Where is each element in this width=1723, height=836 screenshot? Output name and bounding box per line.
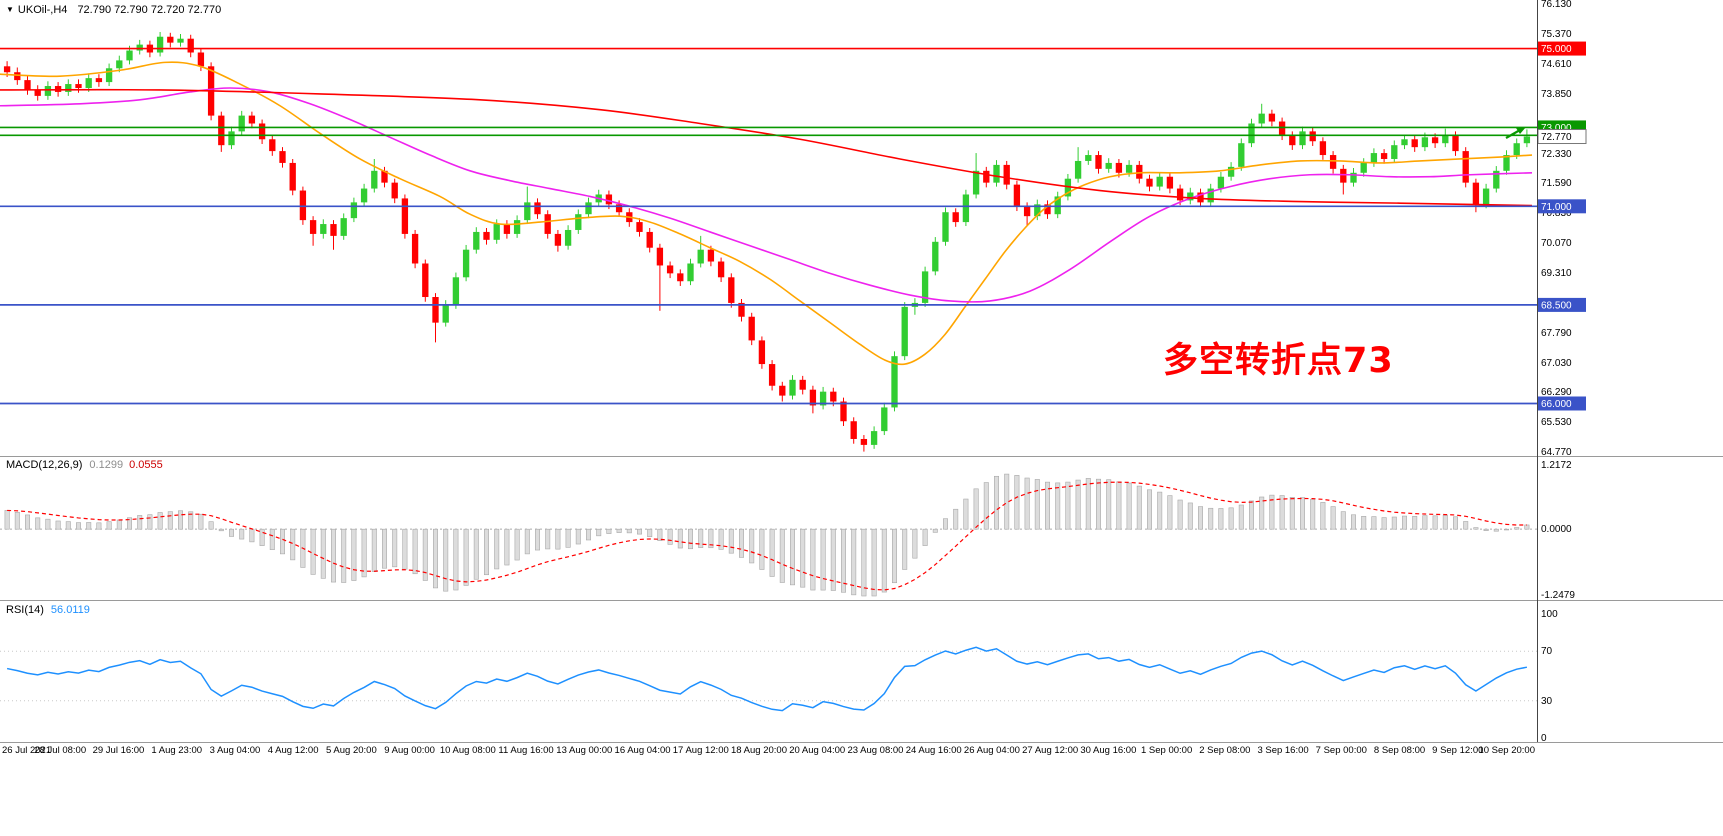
macd-signal-line (7, 481, 1527, 591)
svg-text:70.070: 70.070 (1541, 238, 1572, 249)
svg-text:73.000: 73.000 (1541, 123, 1572, 134)
svg-text:18 Aug 20:00: 18 Aug 20:00 (731, 745, 787, 756)
svg-text:100: 100 (1541, 609, 1558, 620)
macd-label: MACD(12,26,9) (6, 459, 83, 471)
svg-text:13 Aug 00:00: 13 Aug 00:00 (556, 745, 612, 756)
svg-text:72.770: 72.770 (1541, 132, 1572, 143)
svg-text:74.610: 74.610 (1541, 59, 1572, 70)
ma-mid-magenta (0, 87, 1533, 303)
svg-text:1.2172: 1.2172 (1541, 460, 1572, 471)
svg-text:64.770: 64.770 (1541, 447, 1572, 458)
svg-text:29 Jul 16:00: 29 Jul 16:00 (93, 745, 145, 756)
svg-text:1 Aug 23:00: 1 Aug 23:00 (151, 745, 202, 756)
panel-separators (0, 0, 1723, 743)
svg-text:68.500: 68.500 (1541, 300, 1572, 311)
macd-panel[interactable]: 1.2172 0.0000 -1.2479 (0, 460, 1575, 601)
svg-text:28 Jul 08:00: 28 Jul 08:00 (34, 745, 86, 756)
svg-text:7 Sep 00:00: 7 Sep 00:00 (1316, 745, 1367, 756)
symbol-timeframe-label: UKOil-,H4 (17, 4, 68, 16)
rsi-line (6, 646, 1528, 712)
svg-text:9 Aug 00:00: 9 Aug 00:00 (384, 745, 435, 756)
annotation-text: 多空转折点73 (1163, 341, 1394, 381)
svg-text:17 Aug 12:00: 17 Aug 12:00 (673, 745, 729, 756)
macd-indicator-label-row: MACD(12,26,9) 0.1299 0.0555 (6, 459, 163, 471)
svg-text:30 Aug 16:00: 30 Aug 16:00 (1080, 745, 1136, 756)
svg-text:75.000: 75.000 (1541, 44, 1572, 55)
svg-text:23 Aug 08:00: 23 Aug 08:00 (847, 745, 903, 756)
svg-text:66.000: 66.000 (1541, 399, 1572, 410)
svg-text:0.0000: 0.0000 (1541, 524, 1572, 535)
symbol-info-row: ▼ UKOil-,H4 72.790 72.790 72.720 72.770 (6, 4, 221, 16)
svg-text:70.830: 70.830 (1541, 208, 1572, 219)
candlestick-series (3, 32, 1531, 452)
svg-text:24 Aug 16:00: 24 Aug 16:00 (906, 745, 962, 756)
svg-text:70: 70 (1541, 646, 1553, 657)
buy-arrow-marker (1505, 127, 1526, 139)
svg-text:26 Aug 04:00: 26 Aug 04:00 (964, 745, 1020, 756)
svg-text:4 Aug 12:00: 4 Aug 12:00 (268, 745, 319, 756)
svg-text:65.530: 65.530 (1541, 417, 1572, 428)
svg-text:26 Jul 2021: 26 Jul 2021 (2, 745, 51, 756)
rsi-label: RSI(14) (6, 604, 44, 616)
svg-text:-1.2479: -1.2479 (1541, 590, 1575, 601)
svg-text:10 Aug 08:00: 10 Aug 08:00 (440, 745, 496, 756)
rsi-panel[interactable]: 100 70 30 0 (0, 609, 1558, 744)
price-level-badge (1538, 396, 1586, 411)
svg-text:67.790: 67.790 (1541, 328, 1572, 339)
horizontal-level-lines[interactable]: 75.000 73.000 71.000 68.500 66.000 (0, 41, 1586, 411)
svg-text:20 Aug 04:00: 20 Aug 04:00 (789, 745, 845, 756)
svg-text:72.330: 72.330 (1541, 149, 1572, 160)
svg-text:73.850: 73.850 (1541, 89, 1572, 100)
svg-text:67.030: 67.030 (1541, 358, 1572, 369)
price-level-badge (1538, 41, 1586, 56)
svg-text:66.290: 66.290 (1541, 387, 1572, 398)
ma-slow-red (0, 88, 1533, 207)
svg-text:71.590: 71.590 (1541, 178, 1572, 189)
svg-text:30: 30 (1541, 696, 1553, 707)
rsi-value: 56.0119 (50, 604, 90, 616)
svg-text:11 Aug 16:00: 11 Aug 16:00 (498, 745, 553, 756)
macd-main-value: 0.1299 (89, 459, 124, 471)
svg-text:3 Sep 16:00: 3 Sep 16:00 (1257, 745, 1308, 756)
svg-text:3 Aug 04:00: 3 Aug 04:00 (210, 745, 261, 756)
price-level-badge (1538, 297, 1586, 312)
svg-text:5 Aug 20:00: 5 Aug 20:00 (326, 745, 377, 756)
svg-text:8 Sep 08:00: 8 Sep 08:00 (1374, 745, 1425, 756)
rsi-indicator-label-row: RSI(14) 56.0119 (6, 604, 90, 616)
svg-text:1 Sep 00:00: 1 Sep 00:00 (1141, 745, 1192, 756)
svg-text:10 Sep 20:00: 10 Sep 20:00 (1478, 745, 1535, 756)
svg-text:2 Sep 08:00: 2 Sep 08:00 (1199, 745, 1250, 756)
macd-signal-value: 0.0555 (129, 459, 163, 471)
price-level-badge (1538, 199, 1586, 214)
svg-text:76.130: 76.130 (1541, 0, 1572, 10)
svg-text:69.310: 69.310 (1541, 268, 1572, 279)
ohlc-values: 72.790 72.790 72.720 72.770 (77, 4, 222, 16)
current-price-badge: 72.770 (1537, 129, 1587, 145)
ma-fast-orange (0, 61, 1533, 366)
price-axis[interactable]: 76.130 75.370 74.610 73.850 72.330 71.590 70.8… (1541, 0, 1572, 458)
symbol-dropdown-icon[interactable]: ▼ (6, 5, 14, 14)
svg-text:27 Aug 12:00: 27 Aug 12:00 (1022, 745, 1078, 756)
svg-text:9 Sep 12:00: 9 Sep 12:00 (1432, 745, 1483, 756)
moving-average-lines (0, 61, 1533, 366)
svg-text:75.370: 75.370 (1541, 29, 1572, 40)
svg-text:0: 0 (1541, 733, 1547, 744)
svg-text:16 Aug 04:00: 16 Aug 04:00 (615, 745, 671, 756)
svg-text:71.000: 71.000 (1541, 202, 1572, 213)
